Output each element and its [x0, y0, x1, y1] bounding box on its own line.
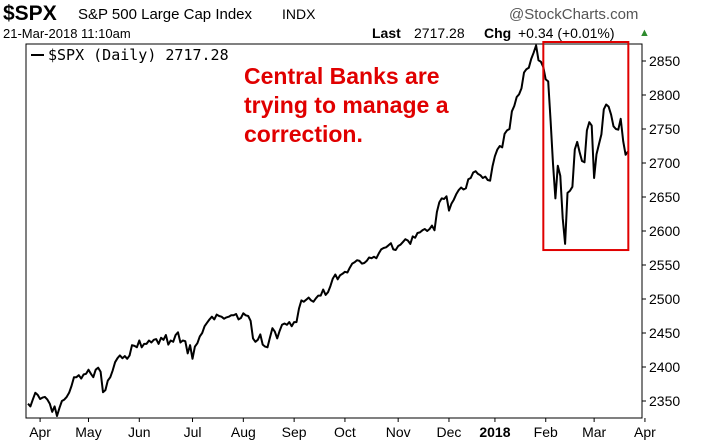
x-tick-label-8: Dec: [437, 424, 462, 440]
y-tick-label-2600: 2600: [649, 223, 680, 239]
annotation-line-2: trying to manage a: [244, 92, 449, 118]
x-tick-label-0: Apr: [29, 424, 51, 440]
y-tick-label-2850: 2850: [649, 53, 680, 69]
ticker-symbol: $SPX: [3, 2, 57, 25]
change-label: Chg: [484, 25, 512, 41]
y-tick-label-2700: 2700: [649, 155, 680, 171]
x-tick-label-1: May: [75, 424, 101, 440]
y-tick-label-2650: 2650: [649, 189, 680, 205]
x-tick-label-3: Jul: [184, 424, 202, 440]
exchange-label: INDX: [282, 6, 316, 22]
x-tick-label-5: Sep: [282, 424, 307, 440]
x-tick-label-10: Feb: [534, 424, 558, 440]
correction-highlight-box: [542, 41, 630, 252]
last-label: Last: [372, 25, 401, 41]
y-tick-label-2800: 2800: [649, 87, 680, 103]
brand-logo-text: @StockCharts.com: [509, 6, 639, 23]
y-tick-label-2500: 2500: [649, 291, 680, 307]
annotation-line-3: correction.: [244, 121, 363, 147]
x-tick-label-11: Mar: [582, 424, 606, 440]
x-tick-label-12: Apr: [634, 424, 656, 440]
annotation-text: Central Banks are trying to manage a cor…: [244, 62, 504, 149]
index-name: S&P 500 Large Cap Index: [78, 6, 253, 23]
x-tick-label-6: Oct: [334, 424, 356, 440]
annotation-line-1: Central Banks are: [244, 63, 440, 89]
up-arrow-icon: ▲: [639, 27, 650, 39]
quote-datetime: 21-Mar-2018 11:10am: [3, 26, 131, 41]
series-line-spx: [27, 44, 629, 417]
y-tick-label-2550: 2550: [649, 257, 680, 273]
change-value: +0.34 (+0.01%): [518, 25, 615, 41]
y-tick-label-2400: 2400: [649, 359, 680, 375]
y-tick-label-2350: 2350: [649, 393, 680, 409]
x-tick-label-4: Aug: [231, 424, 256, 440]
legend-entry: $SPX (Daily) 2717.28: [48, 46, 229, 64]
x-tick-label-9: 2018: [479, 424, 510, 440]
x-tick-label-7: Nov: [386, 424, 411, 440]
y-tick-label-2750: 2750: [649, 121, 680, 137]
last-value: 2717.28: [414, 25, 465, 41]
y-tick-label-2450: 2450: [649, 325, 680, 341]
x-tick-label-2: Jun: [128, 424, 151, 440]
